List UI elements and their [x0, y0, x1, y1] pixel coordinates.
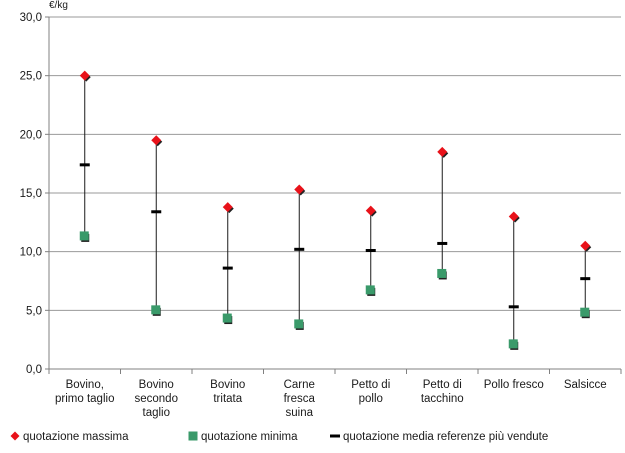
x-category-label: Bovino tritata — [210, 379, 245, 405]
y-tick-label: 10,0 — [20, 247, 42, 259]
x-category-label: Petto di pollo — [351, 379, 390, 405]
marker-quotazione-media — [508, 305, 519, 309]
marker-quotazione-massima — [79, 70, 90, 81]
range-lines — [84, 75, 586, 345]
x-axis-categories: Bovino, primo taglio Bovino secondo taglio Bo… — [55, 379, 607, 419]
marker-quotazione-minima — [222, 313, 232, 323]
marker-quotazione-media — [151, 210, 162, 214]
marker-quotazione-media — [580, 277, 591, 281]
marker-quotazione-massima — [508, 211, 519, 222]
marker-quotazione-minima — [508, 339, 518, 349]
legend-marker-quotazione-minima — [188, 431, 198, 441]
y-tick-label: 25,0 — [20, 71, 42, 83]
axes — [45, 16, 622, 374]
legend-label: quotazione media referenze più vendute — [343, 431, 548, 443]
marker-quotazione-media — [222, 266, 233, 270]
y-tick-label: 5,0 — [26, 305, 42, 317]
marker-quotazione-massima — [222, 202, 233, 213]
x-category-label: Bovino, primo taglio — [55, 379, 114, 405]
legend: quotazione massima quotazione minima quota… — [10, 431, 548, 443]
marker-quotazione-minima — [365, 285, 375, 295]
marker-quotazione-massima — [437, 146, 448, 157]
x-category-label: Petto di tacchino — [421, 379, 464, 405]
marker-quotazione-minima — [437, 268, 447, 278]
marker-quotazione-minima — [151, 305, 161, 315]
legend-marker-quotazione-media — [330, 434, 340, 438]
marker-quotazione-media — [437, 241, 448, 245]
x-category-label: Bovino secondo taglio — [135, 379, 178, 419]
x-category-label: Pollo fresco — [484, 379, 544, 391]
x-category-label: Carne fresca suina — [284, 379, 316, 419]
marker-quotazione-minima — [294, 319, 304, 329]
marker-quotazione-minima — [79, 231, 89, 241]
y-tick-label: 0,0 — [26, 364, 42, 376]
data-markers — [79, 70, 592, 350]
y-axis-ticks: 0,0 5,0 10,0 15,0 20,0 25,0 30,0 — [20, 12, 42, 376]
legend-label: quotazione minima — [201, 431, 298, 443]
marker-quotazione-massima — [365, 205, 376, 216]
legend-marker-quotazione-massima — [10, 431, 20, 441]
marker-quotazione-media — [365, 248, 376, 252]
marker-quotazione-minima — [580, 307, 590, 317]
y-tick-label: 20,0 — [20, 129, 42, 141]
marker-quotazione-massima — [151, 135, 162, 146]
y-tick-label: 30,0 — [20, 12, 42, 24]
x-category-label: Salsicce — [564, 379, 607, 391]
marker-quotazione-media — [79, 163, 90, 167]
marker-quotazione-massima — [580, 240, 591, 251]
y-tick-label: 15,0 — [20, 188, 42, 200]
gridlines — [49, 16, 621, 370]
marker-quotazione-media — [294, 247, 305, 251]
top-left-label: €/kg — [49, 0, 68, 11]
legend-label: quotazione massima — [23, 431, 129, 443]
marker-quotazione-massima — [294, 184, 305, 195]
